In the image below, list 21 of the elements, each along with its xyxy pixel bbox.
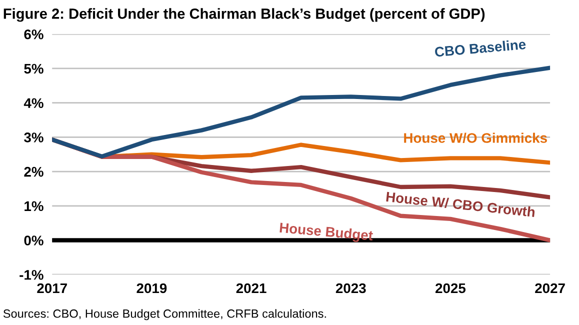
x-tick-label: 2021 [236,283,266,294]
series-label: House W/O Gimmicks [404,132,547,144]
y-tick-label: 5% [24,64,44,74]
y-tick-label: 2% [24,166,44,177]
y-tick-label: 4% [24,98,44,108]
series-label: CBO Baseline [434,38,526,57]
x-tick-label: 2027 [535,283,565,294]
y-tick-label: 3% [24,132,44,142]
x-tick-label: 2017 [37,283,67,294]
y-tick-label: 6% [24,29,44,40]
line-series [52,66,550,159]
x-tick-label: 2023 [336,283,366,294]
text: House W/ CBO Growth [386,191,536,218]
y-tick-label: -1% [20,270,44,280]
y-tick-label: 1% [24,201,44,212]
x-tick-label: 2019 [136,283,167,294]
series-label: House Budget [279,222,374,244]
x-tick-label: 2025 [435,283,466,294]
chart-title: Figure 2: Deficit Under the Chairman Black’s Budget (percent of GDP) [4,8,485,22]
source-note: Sources: CBO, House Budget Committee, CRFB calculations. [3,309,326,320]
y-tick-label: 0% [24,236,44,246]
